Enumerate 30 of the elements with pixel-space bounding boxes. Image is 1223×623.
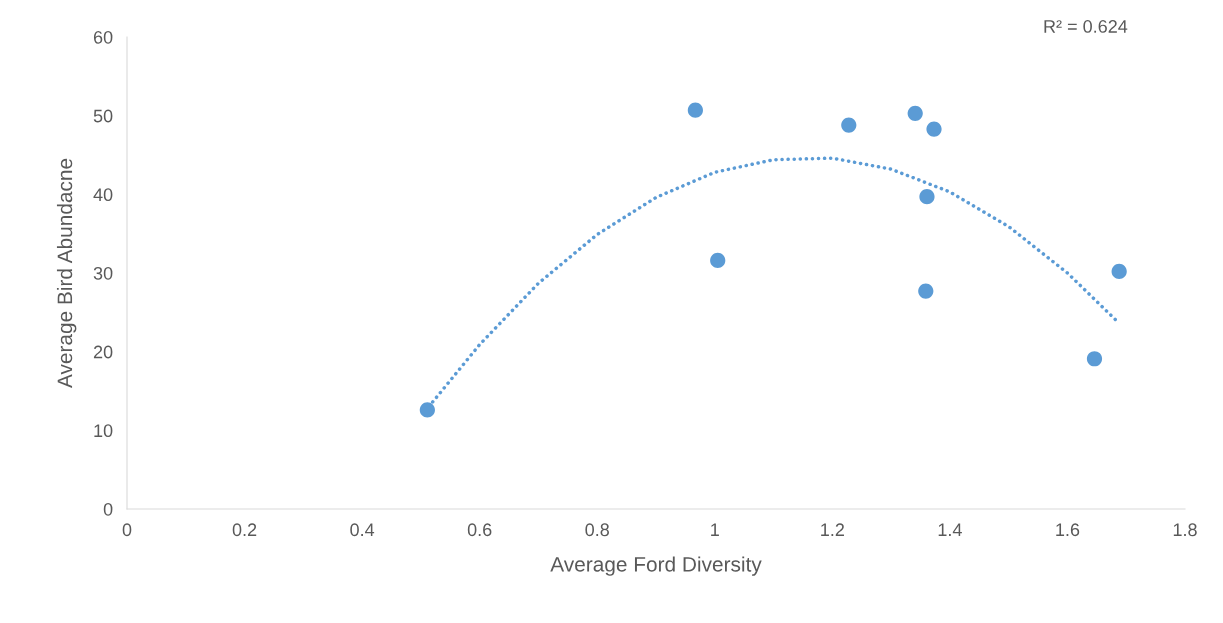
y-tick-label: 0	[103, 502, 113, 516]
point	[919, 189, 935, 205]
y-tick-label: 40	[93, 188, 113, 202]
y-tick-label: 50	[93, 109, 113, 123]
y-tick-label: 60	[93, 30, 113, 44]
x-tick-label: 0.8	[585, 523, 609, 537]
x-tick-label: 1.8	[1173, 523, 1197, 537]
point	[907, 105, 923, 121]
point	[1086, 351, 1103, 367]
point	[419, 402, 435, 418]
x-tick-label: 0.4	[350, 523, 375, 537]
y-tick-label: 20	[93, 345, 113, 359]
point	[687, 102, 703, 118]
x-axis-title: Average Ford Diversity	[550, 556, 762, 576]
text: R² = 0.624	[1044, 20, 1128, 33]
y-tick-label: 10	[94, 424, 113, 438]
x-tick-label: 0.2	[232, 523, 257, 537]
point	[710, 252, 726, 269]
x-tick-label: 1	[711, 523, 719, 536]
point	[918, 283, 934, 299]
point	[1111, 263, 1127, 280]
x-tick-label: 0	[122, 523, 132, 537]
x-tick-label: 1.4	[938, 523, 962, 536]
y-axis-title: Average Bird Abundacne	[56, 158, 77, 389]
x-tick-label: 1.2	[821, 523, 844, 536]
x-tick-label: 1.6	[1056, 523, 1080, 537]
point	[926, 121, 942, 137]
x-tick-label: 0.6	[467, 523, 492, 537]
point	[841, 117, 857, 133]
y-tick-label: 30	[93, 266, 113, 280]
